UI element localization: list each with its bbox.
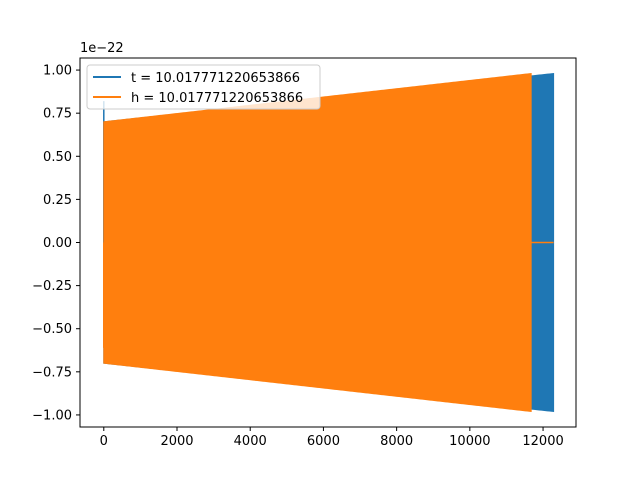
y-tick-label: 1.00 — [43, 64, 72, 79]
x-tick-label: 8000 — [380, 434, 413, 449]
legend-label: t = 10.017771220653866 — [131, 71, 300, 86]
x-tick-label: 10000 — [449, 434, 490, 449]
x-axis: 0 2000 4000 6000 8000 10000 12000 — [100, 427, 564, 449]
series-1 — [103, 72, 554, 413]
x-tick-label: 4000 — [234, 434, 267, 449]
y-tick-label: 0.50 — [43, 150, 72, 165]
y-tick-label: −1.00 — [32, 408, 72, 423]
x-tick-label: 2000 — [160, 434, 193, 449]
series-line — [103, 72, 532, 413]
y-axis: −1.00 −0.75 −0.50 −0.25 0.00 0.25 0.50 0.75 1.00 — [32, 64, 80, 423]
x-tick-label: 0 — [100, 434, 108, 449]
x-tick-label: 12000 — [522, 434, 563, 449]
y-tick-label: 0.00 — [43, 236, 72, 251]
y-tick-label: 0.75 — [43, 107, 72, 122]
legend-box — [86, 64, 321, 110]
legend: t = 10.017771220653866 h = 10.01777122065… — [86, 64, 321, 110]
y-offset-label: 1e−22 — [80, 41, 124, 56]
x-tick-label: 6000 — [307, 434, 340, 449]
plot-area — [103, 72, 555, 413]
legend-label: h = 10.017771220653866 — [131, 91, 303, 106]
y-tick-label: −0.75 — [32, 365, 72, 380]
y-tick-label: −0.50 — [32, 322, 72, 337]
y-tick-label: 0.25 — [43, 193, 72, 208]
y-tick-label: −0.25 — [32, 279, 72, 294]
